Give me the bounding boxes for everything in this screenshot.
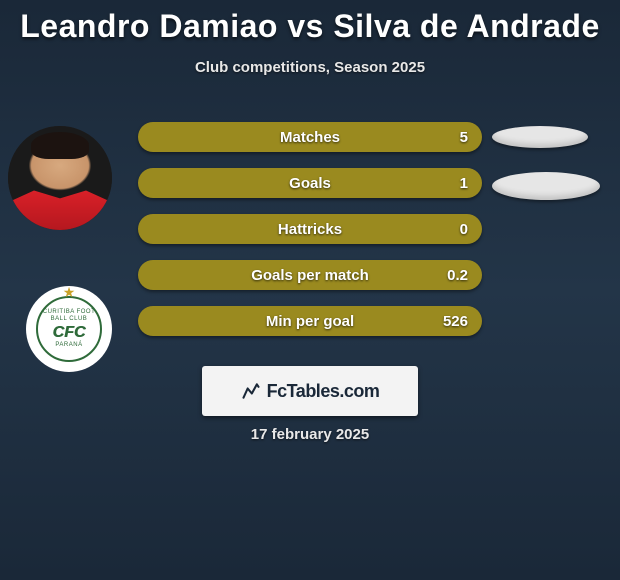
stat-bar-label: Goals [289,175,331,192]
stat-bar-label: Hattricks [278,221,342,238]
club-badge-star-icon: ★ [63,284,76,301]
stat-bar: Matches 5 [138,122,482,152]
club-badge-ring: ★ CURITIBA FOOT BALL CLUB CFC PARANÁ [36,296,102,362]
club-badge: ★ CURITIBA FOOT BALL CLUB CFC PARANÁ [26,286,112,372]
club-badge-top-text: CURITIBA FOOT BALL CLUB [38,309,100,323]
player1-name: Leandro Damiao [20,8,278,44]
date-text: 17 february 2025 [0,426,620,443]
stat-bars: Matches 5 Goals 1 Hattricks 0 Goals per match 0… [138,122,482,352]
stat-bar-label: Matches [280,129,340,146]
club-badge-center-text: CFC [53,324,86,342]
stat-bar-value: 5 [460,129,468,146]
avatar-face [8,126,112,230]
fctables-logo-icon [241,381,261,401]
right-blob [492,126,588,148]
club-badge-bottom-text: PARANÁ [55,342,82,349]
subtitle: Club competitions, Season 2025 [0,59,620,76]
player1-avatar [8,126,112,230]
stat-bar-value: 0 [460,221,468,238]
stat-bar: Goals 1 [138,168,482,198]
stat-bar: Hattricks 0 [138,214,482,244]
stat-bar-value: 0.2 [447,267,468,284]
stat-bar: Min per goal 526 [138,306,482,336]
fctables-logo-box: FcTables.com [202,366,418,416]
comparison-title: Leandro Damiao vs Silva de Andrade [0,0,620,45]
fctables-logo-text: FcTables.com [267,381,380,402]
stat-bar-value: 526 [443,313,468,330]
stat-bar-label: Min per goal [266,313,354,330]
stat-bar: Goals per match 0.2 [138,260,482,290]
right-blobs [492,122,612,322]
avatar-hair [31,132,89,159]
player2-name: Silva de Andrade [333,8,599,44]
avatar-jersey [8,190,112,230]
right-blob [492,172,600,200]
vs-text: vs [287,8,324,44]
stat-bar-value: 1 [460,175,468,192]
stat-bar-label: Goals per match [251,267,369,284]
